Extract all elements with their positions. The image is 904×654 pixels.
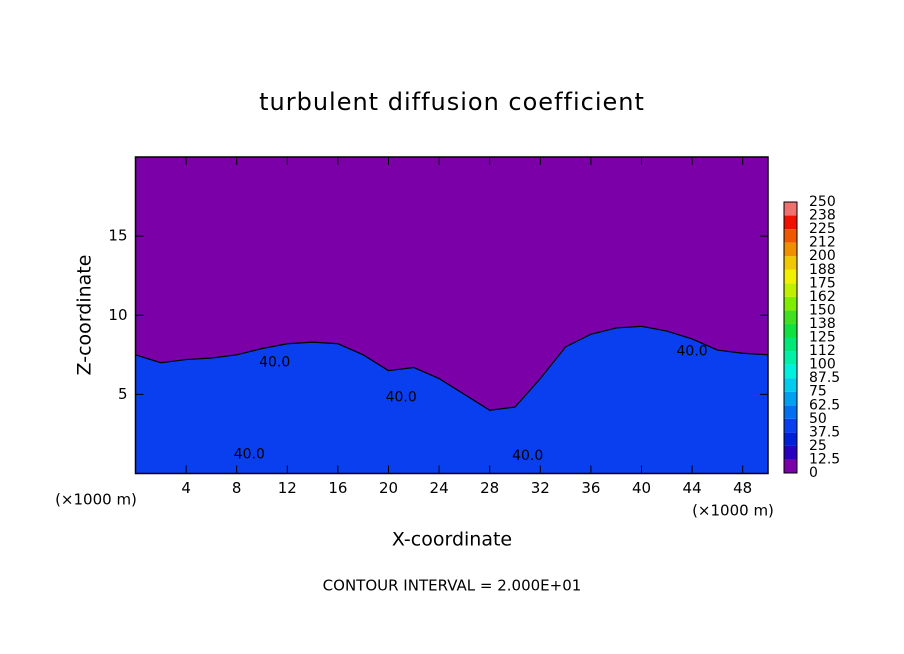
colorbar-label: 25 <box>809 438 827 454</box>
x-tick-label: 40 <box>632 479 651 497</box>
colorbar-label: 238 <box>809 208 836 224</box>
x-tick-label: 16 <box>328 479 347 497</box>
colorbar-swatch <box>784 337 797 352</box>
colorbar-label: 112 <box>809 343 836 359</box>
colorbar-label: 0 <box>809 465 818 481</box>
x-tick-label: 48 <box>733 479 752 497</box>
colorbar-swatch <box>784 445 797 460</box>
x-axis-label: X-coordinate <box>392 529 512 551</box>
colorbar-label: 37.5 <box>809 424 840 440</box>
y-tick-label: 15 <box>108 227 127 245</box>
turbulent-layer <box>135 326 768 474</box>
colorbar-swatch <box>784 256 797 270</box>
colorbar-label: 200 <box>809 248 836 264</box>
colorbar-swatch <box>784 391 797 406</box>
contour-label: 40.0 <box>512 448 543 464</box>
y-axis-label: Z-coordinate <box>74 255 96 376</box>
colorbar-label: 162 <box>809 289 836 305</box>
colorbar-label: 138 <box>809 316 836 332</box>
x-tick-label: 12 <box>278 479 297 497</box>
colorbar-label: 12.5 <box>809 451 840 467</box>
colorbar-swatch <box>784 364 797 379</box>
colorbar-frame <box>783 201 798 474</box>
y-tick-label: 5 <box>118 385 128 403</box>
colorbar-label: 75 <box>809 384 827 400</box>
colorbar-swatch <box>784 202 797 216</box>
colorbar-swatch <box>784 242 797 257</box>
colorbar-swatch <box>784 432 797 446</box>
contour-line <box>135 325 769 411</box>
colorbar-label: 87.5 <box>809 370 840 386</box>
x-tick-label: 4 <box>181 479 191 497</box>
x-tick-label: 36 <box>581 479 600 497</box>
x-tick-label: 24 <box>430 479 449 497</box>
colorbar-swatch <box>784 378 797 392</box>
contour-label: 40.0 <box>259 355 290 371</box>
axis-unit: (×1000 m) <box>55 491 137 509</box>
colorbar-label: 250 <box>809 194 836 210</box>
colorbar-label: 212 <box>809 235 836 251</box>
footer-note: CONTOUR INTERVAL = 2.000E+01 <box>323 577 582 595</box>
x-tick-label: 28 <box>480 479 499 497</box>
colorbar-label: 125 <box>809 330 836 346</box>
contour-label: 40.0 <box>386 390 417 406</box>
colorbar-swatch <box>784 269 797 284</box>
chart-title: turbulent diffusion coefficient <box>259 88 645 116</box>
colorbar-swatch <box>784 283 797 297</box>
colorbar-swatch <box>784 215 797 230</box>
colorbar-swatch <box>784 310 797 324</box>
colorbar-swatch <box>784 459 797 473</box>
colorbar-label: 175 <box>809 275 836 291</box>
colorbar-label: 150 <box>809 302 836 318</box>
y-tick-label: 10 <box>108 306 127 324</box>
colorbar-swatch <box>784 418 797 433</box>
colorbar-label: 188 <box>809 262 836 278</box>
colorbar-swatch <box>784 229 797 243</box>
colorbar-label: 100 <box>809 357 836 373</box>
colorbar-label: 62.5 <box>809 397 840 413</box>
contour-label: 40.0 <box>677 344 708 360</box>
x-tick-label: 8 <box>232 479 242 497</box>
colorbar-swatch <box>784 296 797 311</box>
colorbar-swatch <box>784 323 797 338</box>
axis-unit: (×1000 m) <box>692 502 774 520</box>
colorbar-swatch <box>784 351 797 365</box>
contour-label: 40.0 <box>234 447 265 463</box>
x-tick-label: 44 <box>683 479 702 497</box>
colorbar-swatch <box>784 405 797 419</box>
x-tick-label: 32 <box>531 479 550 497</box>
x-tick-label: 20 <box>379 479 398 497</box>
colorbar-label: 50 <box>809 411 827 427</box>
colorbar-label: 225 <box>809 221 836 237</box>
